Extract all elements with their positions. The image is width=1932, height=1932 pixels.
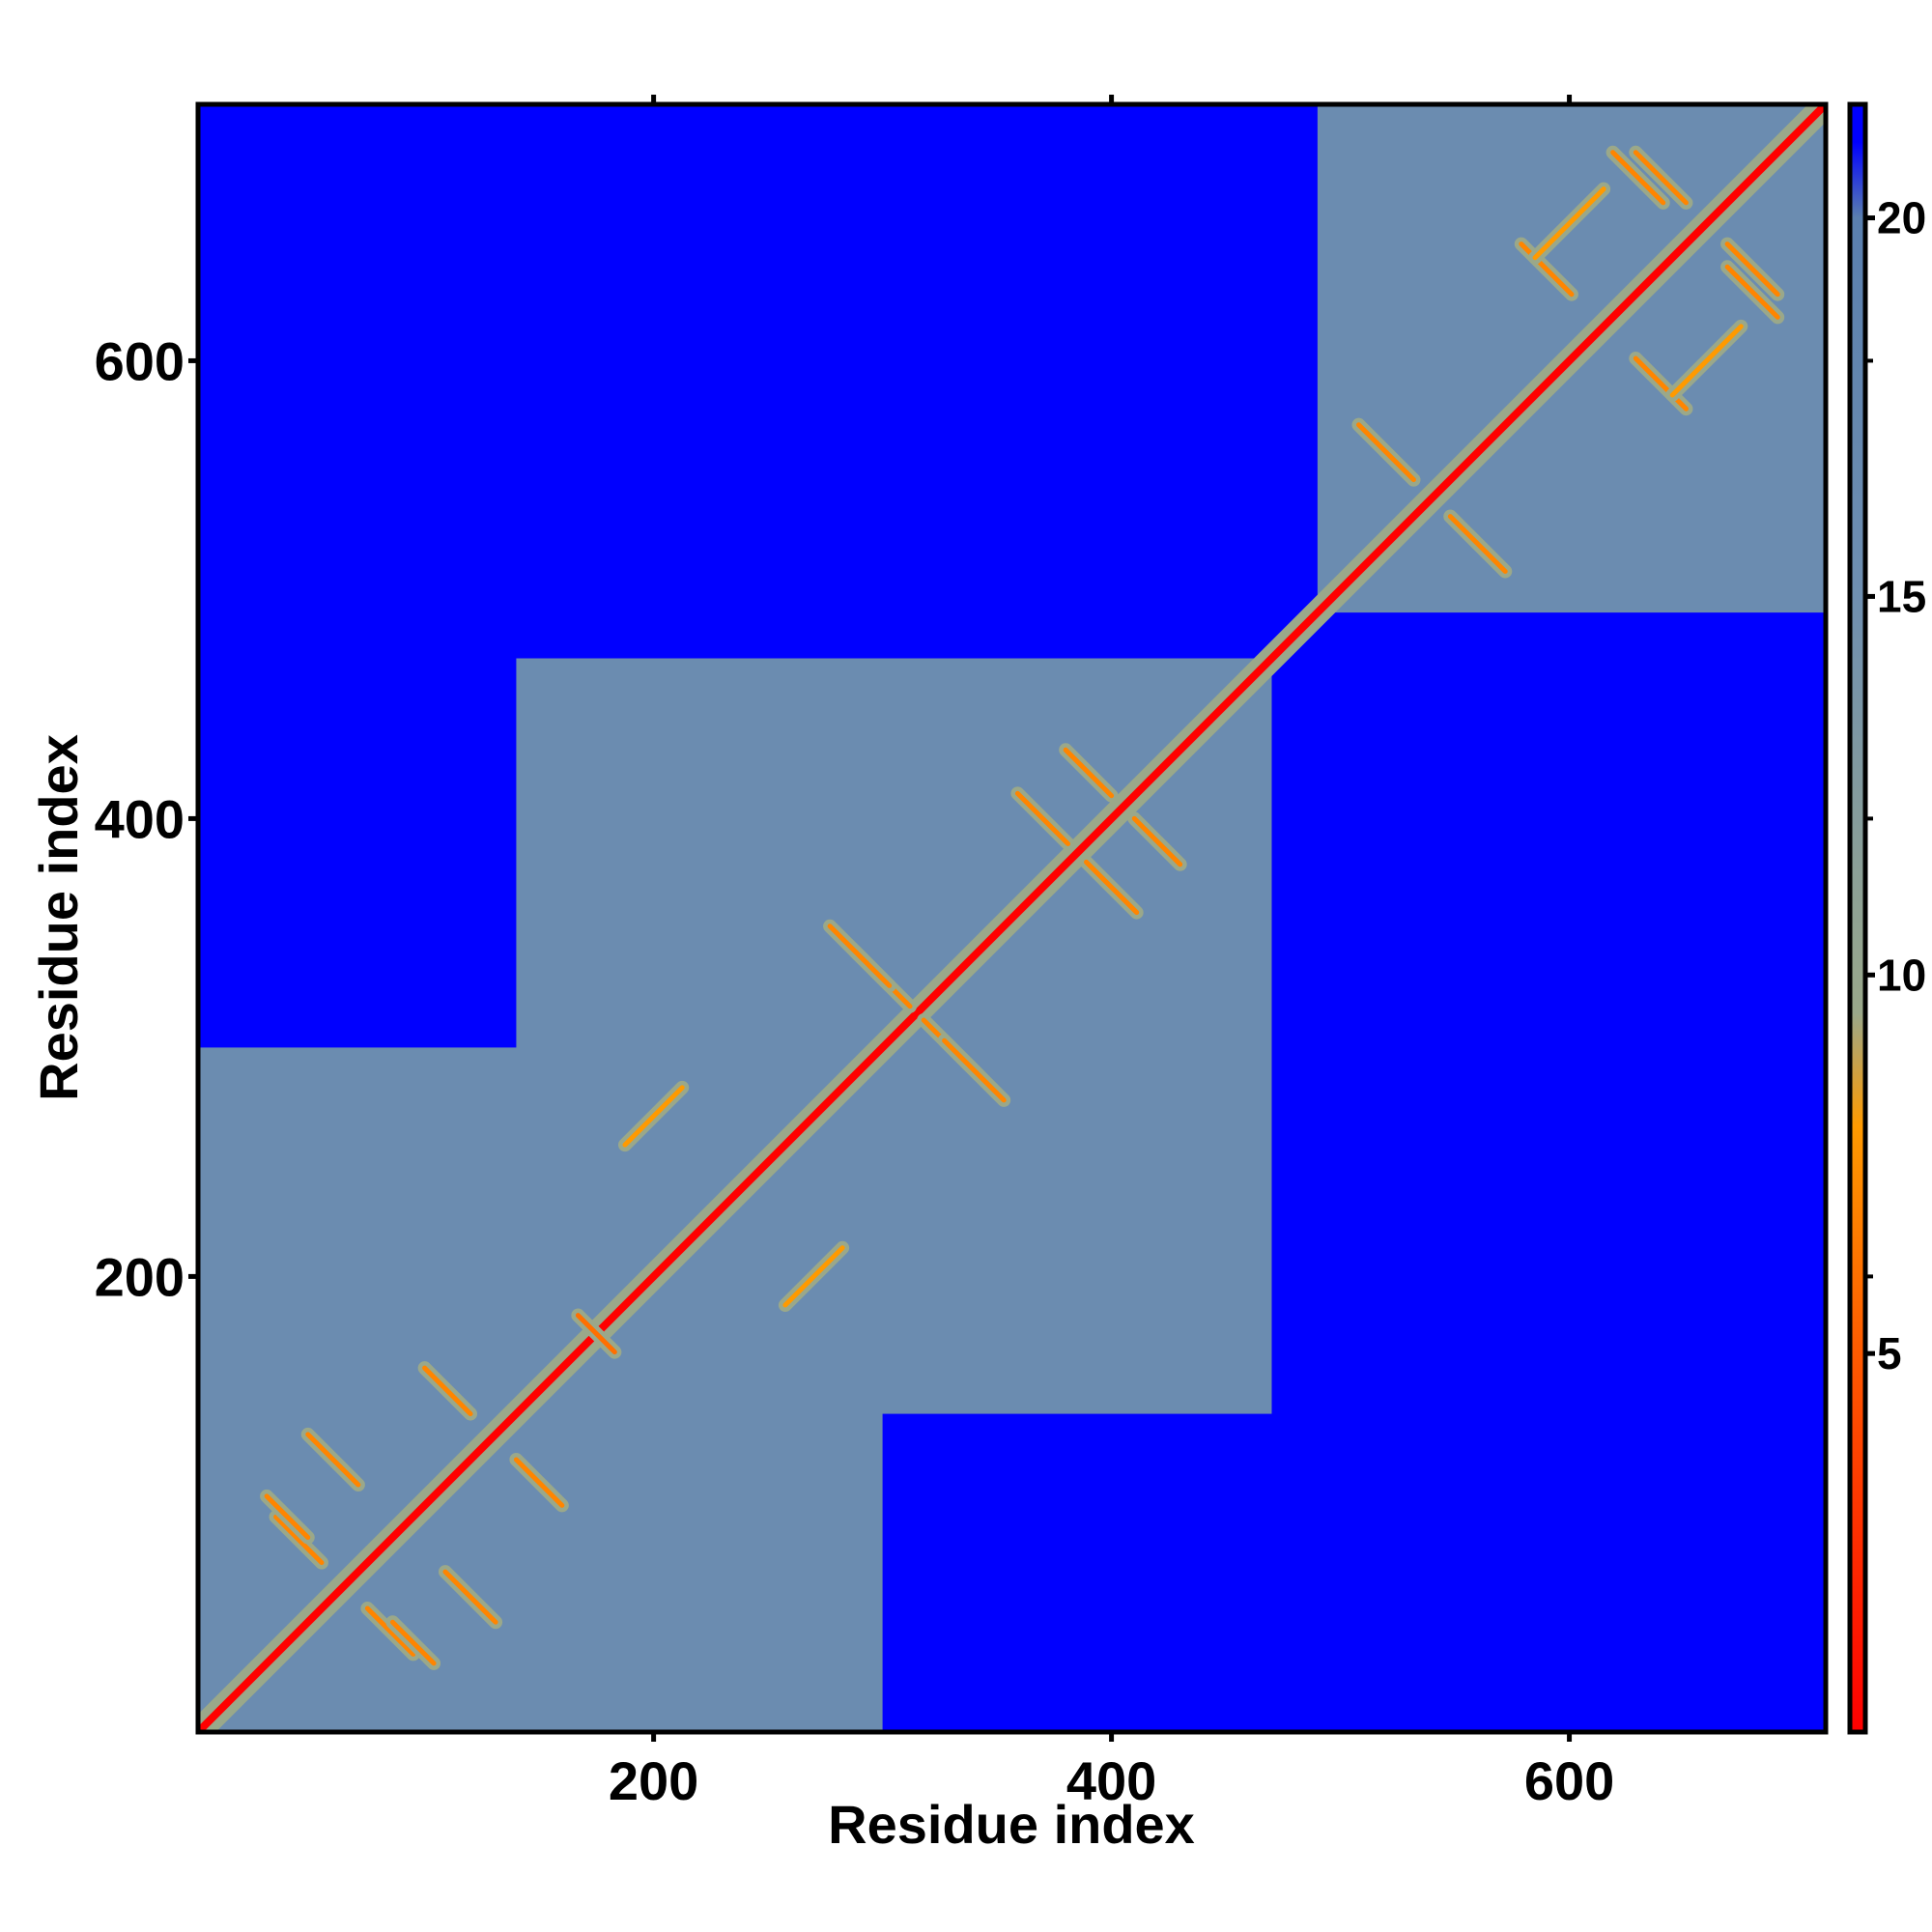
- y-axis: 200 400 600: [95, 330, 198, 1307]
- colorbar-tick-label: 5: [1877, 1328, 1902, 1378]
- contact-line-core: [513, 1457, 565, 1508]
- contact-line-core: [364, 1605, 416, 1657]
- contact-line-core: [1063, 747, 1115, 799]
- contact-line-core: [273, 1514, 325, 1566]
- contact-line-core: [1610, 150, 1666, 206]
- colorbar-frame: [1847, 101, 1868, 1735]
- colorbar-tick-label: 20: [1877, 193, 1926, 243]
- colorbar-fill: [1850, 104, 1865, 1732]
- contact-line-core: [622, 1085, 685, 1148]
- contact-line-core: [442, 1569, 498, 1625]
- contact-line-core: [1014, 790, 1071, 846]
- contact-line-core: [389, 1619, 437, 1666]
- contact-line-core: [575, 1313, 617, 1355]
- x-axis: 200 400 600: [609, 1732, 1614, 1811]
- x-top-axis: [651, 95, 1573, 104]
- diagonal-contacts: [198, 104, 1826, 1732]
- heatmap-cells: [198, 104, 1826, 1732]
- contact-line-core: [264, 1493, 311, 1541]
- contact-line-core: [1724, 242, 1780, 298]
- contact-line-core: [782, 1245, 845, 1308]
- plot-frame: [195, 101, 1829, 1735]
- x-tick-label: 400: [1066, 1750, 1156, 1811]
- contact-line-core: [1633, 355, 1689, 412]
- contact-line-core: [305, 1432, 361, 1488]
- y-tick-label: 600: [95, 330, 185, 391]
- contact-line-core: [1084, 859, 1140, 916]
- heatmap-plot-area: [198, 104, 1826, 1732]
- contact-line-core: [1356, 422, 1416, 483]
- contact-line-core: [942, 1037, 1007, 1103]
- contact-line-core: [1532, 186, 1606, 261]
- y-tick-label: 400: [95, 788, 185, 849]
- colorbar-tick-label: 10: [1877, 950, 1926, 1000]
- contact-line-core: [1669, 324, 1744, 398]
- contact-line-core: [1724, 264, 1780, 320]
- x-tick-label: 200: [609, 1750, 698, 1811]
- colorbar-axis: 5 10 15 20: [1865, 193, 1926, 1378]
- contact-line-core: [1131, 815, 1183, 867]
- contact-line-core: [1447, 514, 1508, 574]
- contact-line-core: [422, 1365, 473, 1417]
- x-tick-label: 600: [1524, 1750, 1614, 1811]
- contact-line-core: [827, 923, 893, 988]
- contact-line-core: [1633, 150, 1689, 206]
- y-axis-title: Residue index: [28, 734, 89, 1101]
- colorbar: 5 10 15 20: [1847, 101, 1926, 1735]
- contact-line-core: [1519, 242, 1575, 298]
- y-tick-label: 200: [95, 1246, 185, 1307]
- colorbar-tick-label: 15: [1877, 571, 1926, 621]
- x-axis-title: Residue index: [828, 1794, 1195, 1855]
